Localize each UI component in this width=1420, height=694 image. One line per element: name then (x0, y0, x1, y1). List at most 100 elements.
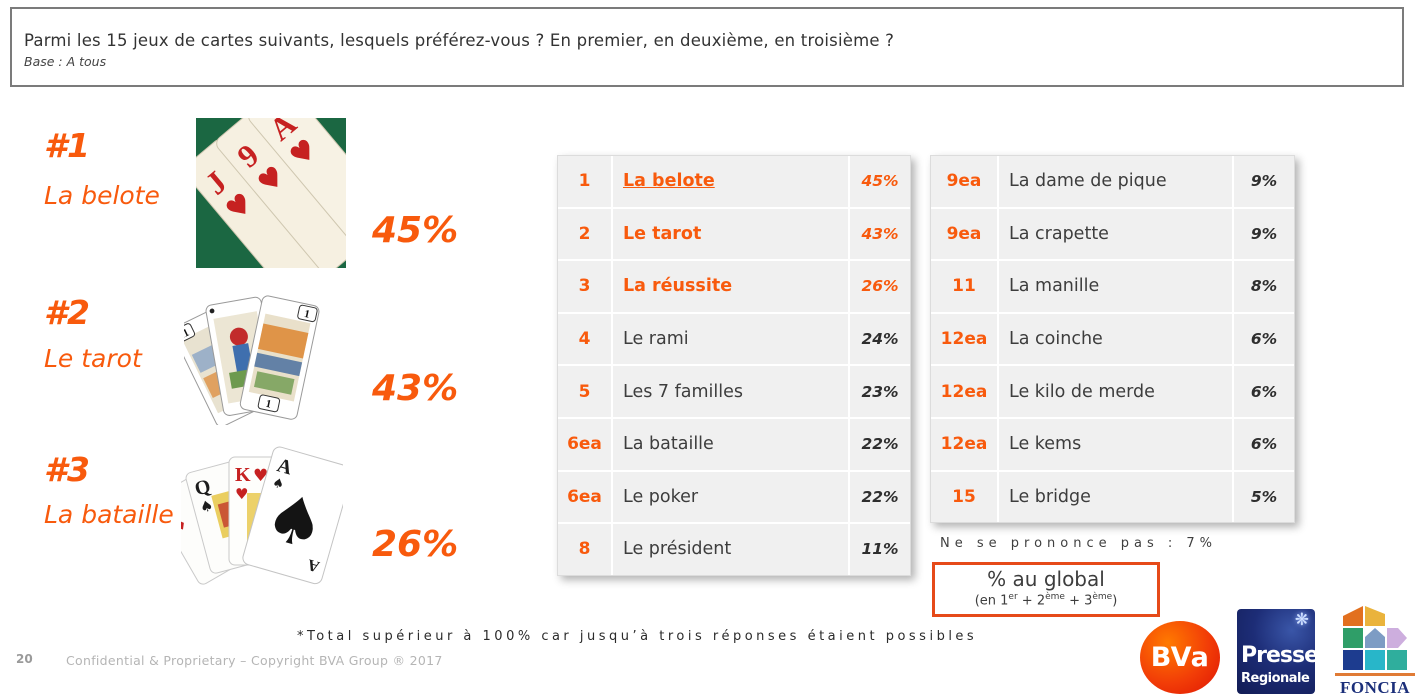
table-row: 2 Le tarot 43% (558, 208, 910, 262)
percent-cell: 6% (1250, 330, 1278, 349)
question-text: Parmi les 15 jeux de cartes suivants, le… (24, 31, 895, 50)
rank-cell: 6ea (558, 418, 613, 470)
ranking-table-9-15: 9ea La dame de pique 9% 9ea La crapette … (930, 155, 1295, 524)
game-cell: La bataille (613, 418, 850, 470)
game-cell: La dame de pique (999, 156, 1234, 207)
percent-cell: 26% (861, 277, 899, 296)
question-box: Parmi les 15 jeux de cartes suivants, le… (10, 7, 1404, 87)
svg-text:21: 21 (184, 327, 191, 343)
foncia-logo: FONCIA (1331, 605, 1419, 694)
rank-cell: 8 (558, 524, 613, 575)
game-cell: La coinche (999, 313, 1234, 365)
presse-regionale-logo: ❋ Presse Regionale (1237, 609, 1315, 694)
svg-text:Q: Q (192, 475, 213, 500)
table-row: 12ea Le kems 6% (931, 418, 1294, 472)
presse-logo-line2: Regionale (1241, 671, 1310, 686)
no-answer-note: Ne se prononce pas : 7% (940, 536, 1217, 551)
svg-text:♠: ♠ (270, 475, 285, 493)
rank-cell: 6ea (558, 471, 613, 523)
foncia-logo-text: FONCIA (1339, 678, 1411, 694)
svg-text:K: K (235, 464, 251, 486)
question-base: Base : A tous (24, 54, 107, 69)
game-cell: Le poker (613, 471, 850, 523)
foncia-mosaic-icon (1342, 606, 1408, 670)
game-cell: La crapette (999, 208, 1234, 260)
game-cell: La manille (999, 261, 1234, 312)
game-cell: La réussite (613, 261, 850, 312)
rank-cell: 2 (558, 208, 613, 260)
rank-cell: 3 (558, 261, 613, 312)
rank-cell: 12ea (931, 313, 999, 365)
game-cell: Le tarot (613, 208, 850, 260)
svg-text:1: 1 (265, 398, 273, 411)
table-row: 6ea La bataille 22% (558, 418, 910, 472)
percent-cell: 8% (1250, 277, 1278, 296)
presse-logo-line1: Presse (1241, 643, 1315, 668)
game-cell: Le président (613, 524, 850, 575)
percent-cell: 24% (861, 330, 899, 349)
table-row: 12ea La coinche 6% (931, 313, 1294, 367)
table-row: 15 Le bridge 5% (931, 471, 1294, 523)
rank-cell: 12ea (931, 366, 999, 417)
percent-cell: 11% (861, 540, 899, 559)
rank-cell: 1 (558, 156, 613, 207)
podium-rank-1: #1 (44, 126, 90, 165)
footnote: *Total supérieur à 100% car jusqu’à troi… (297, 629, 978, 644)
table-row: 1 La belote 45% (558, 156, 910, 209)
table-row: 11 La manille 8% (931, 261, 1294, 314)
podium-pct-3: 26% (372, 524, 459, 565)
table-row: 4 Le rami 24% (558, 313, 910, 367)
table-row: 6ea Le poker 22% (558, 471, 910, 525)
foncia-rule (1335, 673, 1415, 676)
podium-rank-3: #3 (44, 450, 90, 489)
podium-rank-2: #2 (44, 293, 90, 332)
percent-cell: 22% (861, 487, 899, 506)
copyright-text: Confidential & Proprietary – Copyright B… (66, 653, 443, 668)
game-cell: Le rami (613, 313, 850, 365)
podium-pct-2: 43% (372, 368, 459, 409)
svg-text:A: A (305, 555, 321, 575)
tarot-cards-image: 21 1 1 (184, 295, 320, 425)
rank-cell: 15 (931, 471, 999, 523)
starburst-icon: ❋ (1294, 610, 1309, 630)
bva-logo-text: BVa (1150, 642, 1210, 673)
percent-cell: 6% (1250, 435, 1278, 454)
ranking-table-1-8: 1 La belote 45% 2 Le tarot 43% 3 La réus… (557, 155, 911, 576)
percent-cell: 5% (1250, 487, 1278, 506)
game-cell: Le kems (999, 418, 1234, 470)
global-box-subtitle: (en 1er + 2ème + 3ème) (974, 592, 1118, 609)
game-cell: Les 7 familles (613, 366, 850, 417)
podium-name-1: La belote (44, 181, 160, 210)
svg-text:♠: ♠ (198, 496, 216, 517)
rank-cell: 5 (558, 366, 613, 417)
percent-global-box: % au global (en 1er + 2ème + 3ème) (932, 562, 1160, 617)
rank-cell: 11 (931, 261, 999, 312)
percent-cell: 9% (1250, 224, 1278, 243)
bva-logo: BVa (1140, 621, 1220, 694)
belote-cards-image: J ♥ 9 ♥ A ♥ (196, 118, 346, 268)
game-cell: La belote (613, 156, 850, 207)
percent-cell: 43% (861, 224, 899, 243)
svg-text:♥: ♥ (235, 485, 248, 503)
table-row: 5 Les 7 familles 23% (558, 366, 910, 419)
global-box-title: % au global (987, 567, 1105, 591)
percent-cell: 6% (1250, 382, 1278, 401)
rank-cell: 12ea (931, 418, 999, 470)
game-cell: Le bridge (999, 471, 1234, 523)
percent-cell: 22% (861, 435, 899, 454)
table-row: 12ea Le kilo de merde 6% (931, 366, 1294, 419)
podium-name-3: La bataille (44, 500, 174, 529)
svg-text:A: A (275, 454, 295, 479)
rank-cell: 4 (558, 313, 613, 365)
game-cell: Le kilo de merde (999, 366, 1234, 417)
percent-cell: 23% (861, 382, 899, 401)
podium-pct-1: 45% (372, 210, 459, 251)
percent-cell: 45% (861, 172, 899, 191)
svg-text:♦: ♦ (181, 514, 191, 536)
table-row: 9ea La dame de pique 9% (931, 156, 1294, 209)
svg-text:1: 1 (303, 308, 311, 321)
percent-cell: 9% (1250, 172, 1278, 191)
page-number: 20 (16, 652, 33, 666)
rank-cell: 9ea (931, 156, 999, 207)
